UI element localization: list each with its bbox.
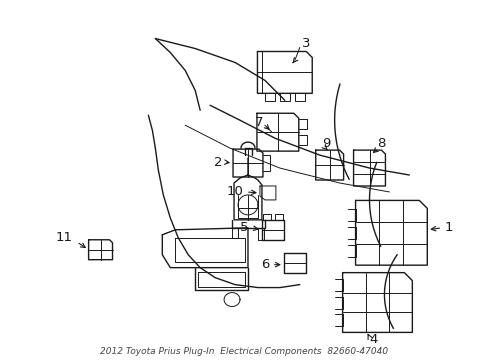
Text: 6: 6 (261, 258, 269, 271)
Text: 10: 10 (225, 185, 243, 198)
Text: 1: 1 (443, 221, 452, 234)
Text: 2012 Toyota Prius Plug-In  Electrical Components  82660-47040: 2012 Toyota Prius Plug-In Electrical Com… (100, 347, 388, 356)
Text: 2: 2 (213, 156, 222, 168)
Text: 11: 11 (56, 231, 73, 244)
Text: 8: 8 (377, 137, 385, 150)
Text: 4: 4 (369, 333, 377, 346)
Text: 9: 9 (321, 137, 329, 150)
Text: 7: 7 (254, 116, 263, 129)
Text: 3: 3 (301, 37, 310, 50)
Text: 5: 5 (239, 221, 247, 234)
